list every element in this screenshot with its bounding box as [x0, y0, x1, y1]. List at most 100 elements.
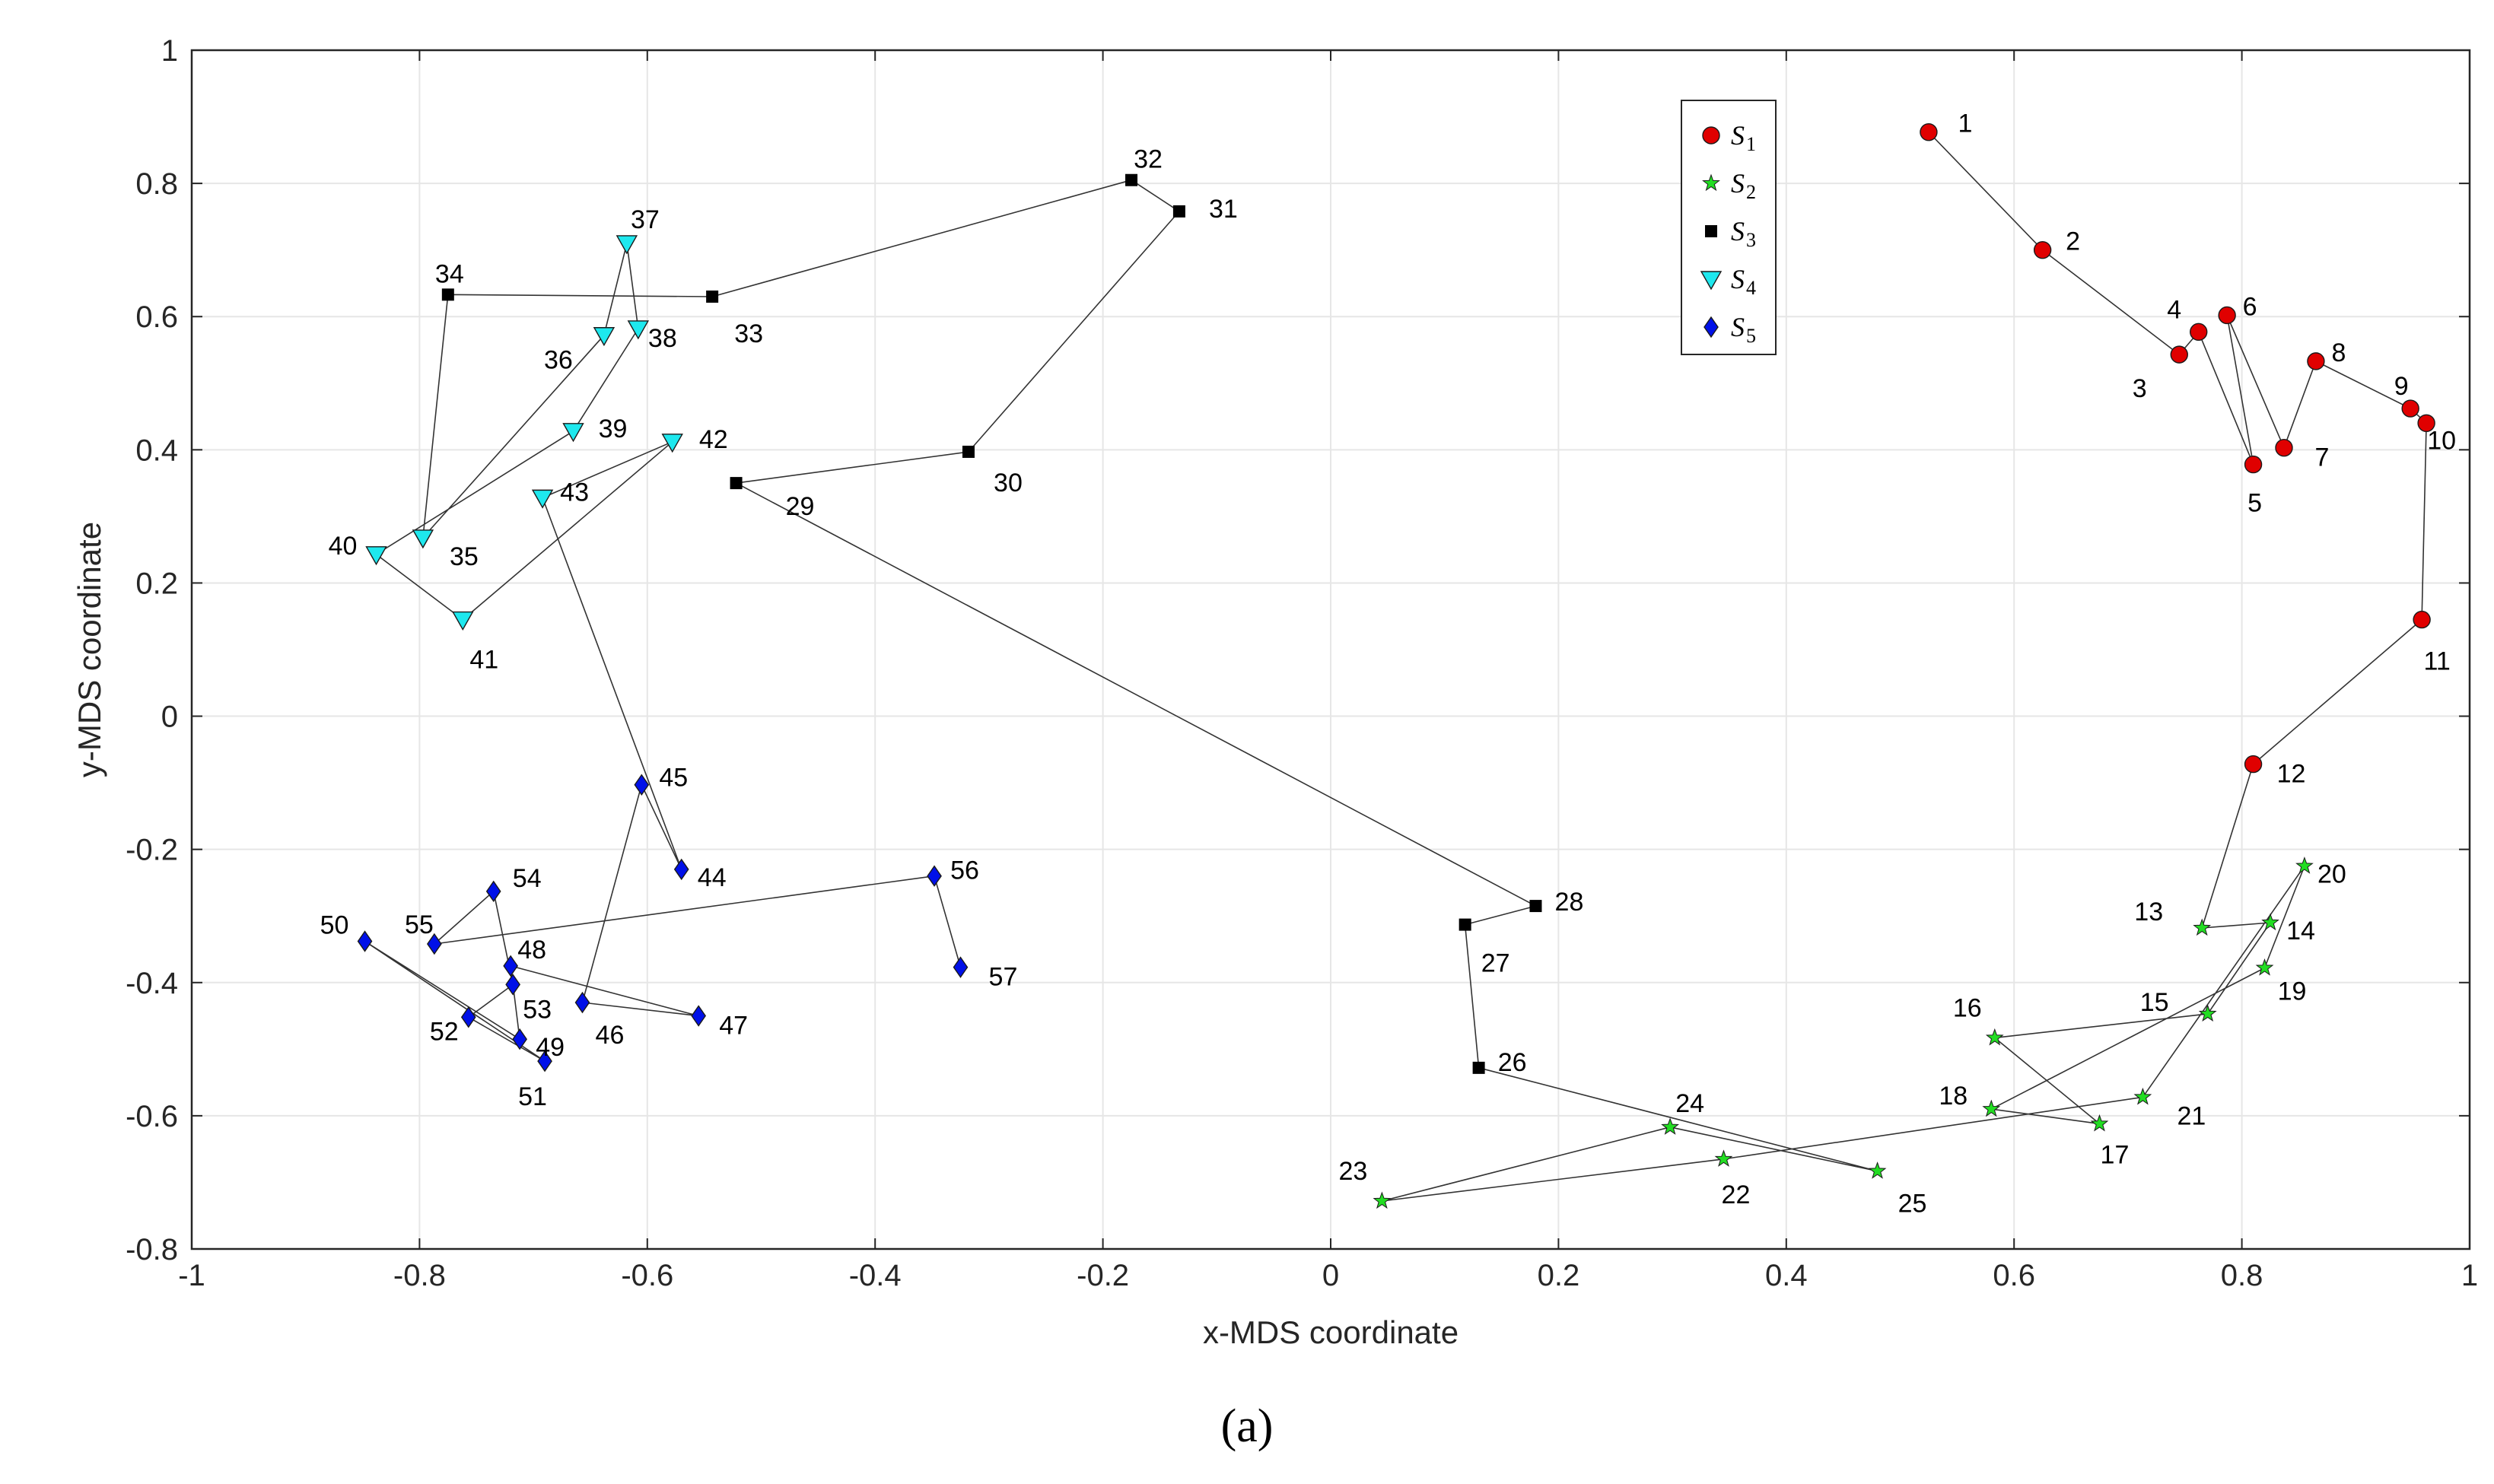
- y-tick-label: -0.6: [126, 1100, 178, 1133]
- point-39-marker: [562, 423, 584, 443]
- point-label-49: 49: [536, 1033, 565, 1062]
- y-tick-label: -0.4: [126, 967, 178, 1000]
- y-tick-label: 1: [161, 34, 178, 68]
- point-44-marker: [673, 858, 689, 881]
- point-label-2: 2: [2066, 227, 2080, 256]
- point-label-6: 6: [2243, 292, 2257, 321]
- point-label-40: 40: [329, 532, 358, 561]
- x-tick-label: -0.8: [393, 1259, 446, 1292]
- x-axis-label: x-MDS coordinate: [1203, 1314, 1459, 1350]
- point-7-marker: [2275, 439, 2293, 457]
- point-label-24: 24: [1675, 1089, 1704, 1118]
- point-36-marker: [593, 327, 616, 347]
- y-tick-label: -0.8: [126, 1233, 178, 1266]
- point-30-marker: [962, 445, 975, 458]
- point-23-marker: [1373, 1191, 1392, 1209]
- y-tick-label: 0.6: [135, 300, 178, 334]
- point-51-marker: [537, 1050, 552, 1072]
- point-label-4: 4: [2167, 295, 2181, 324]
- point-label-27: 27: [1481, 949, 1510, 978]
- point-21-marker: [2133, 1087, 2152, 1105]
- point-37-marker: [616, 235, 638, 255]
- point-labels: 1234567891011121314151617181920212223242…: [320, 110, 2456, 1219]
- y-tick-label: 0.2: [135, 567, 178, 600]
- point-11-marker: [2413, 610, 2431, 629]
- legend-marker-3: [1705, 225, 1717, 237]
- point-19-marker: [2255, 958, 2274, 976]
- point-20-marker: [2295, 856, 2314, 874]
- point-57-marker: [953, 956, 969, 978]
- legend-marker-4: [1700, 271, 1723, 291]
- point-40-marker: [365, 546, 387, 566]
- point-42-marker: [661, 434, 683, 453]
- point-label-21: 21: [2177, 1101, 2206, 1130]
- point-49-marker: [512, 1028, 527, 1050]
- point-label-28: 28: [1555, 888, 1584, 917]
- point-label-14: 14: [2286, 917, 2315, 945]
- point-label-8: 8: [2331, 338, 2346, 367]
- x-tick-label: -0.6: [621, 1259, 673, 1292]
- point-label-31: 31: [1209, 195, 1238, 224]
- point-label-55: 55: [405, 910, 434, 939]
- point-label-47: 47: [719, 1012, 748, 1041]
- point-47-marker: [691, 1005, 707, 1027]
- point-label-45: 45: [659, 764, 688, 793]
- point-label-22: 22: [1722, 1181, 1751, 1209]
- point-label-38: 38: [648, 324, 677, 353]
- point-label-17: 17: [2101, 1140, 2130, 1169]
- point-label-30: 30: [994, 469, 1023, 497]
- y-tick-label: 0.8: [135, 167, 178, 201]
- point-56-marker: [927, 865, 942, 887]
- legend-marker-5: [1703, 316, 1719, 338]
- point-46-marker: [574, 991, 590, 1014]
- point-29-marker: [730, 477, 743, 490]
- point-28-marker: [1529, 900, 1542, 913]
- y-tick-label: -0.2: [126, 834, 178, 867]
- point-label-9: 9: [2394, 372, 2409, 401]
- point-14-marker: [2261, 913, 2279, 931]
- figure-caption: (a): [1220, 1400, 1274, 1452]
- point-label-48: 48: [517, 936, 546, 964]
- point-label-34: 34: [435, 259, 464, 288]
- point-32-marker: [1125, 173, 1138, 186]
- point-13-marker: [2193, 918, 2212, 936]
- point-35-marker: [412, 529, 434, 549]
- x-tick-label: -1: [178, 1259, 205, 1292]
- point-16-marker: [1985, 1028, 2004, 1046]
- x-tick-label: 0.2: [1538, 1259, 1580, 1292]
- point-label-51: 51: [518, 1082, 547, 1111]
- legend-marker-2: [1702, 173, 1720, 192]
- point-5-marker: [2244, 455, 2263, 474]
- point-3-marker: [2170, 345, 2188, 364]
- point-15-marker: [2198, 1004, 2217, 1022]
- point-38-marker: [627, 320, 650, 340]
- point-10-marker: [2417, 414, 2435, 433]
- point-2-marker: [2033, 240, 2052, 259]
- point-label-44: 44: [698, 863, 727, 892]
- point-label-26: 26: [1498, 1048, 1527, 1077]
- point-27-marker: [1459, 918, 1471, 931]
- point-12-marker: [2244, 755, 2263, 774]
- x-tick-label: 0: [1322, 1259, 1339, 1292]
- point-1-marker: [1920, 122, 1938, 141]
- point-54-marker: [485, 880, 501, 903]
- point-41-marker: [452, 611, 474, 631]
- point-label-18: 18: [1939, 1082, 1968, 1111]
- point-48-marker: [503, 955, 519, 977]
- point-43-marker: [531, 489, 554, 509]
- point-label-11: 11: [2423, 647, 2450, 676]
- point-55-marker: [427, 933, 442, 955]
- point-label-1: 1: [1958, 110, 1972, 138]
- point-53-marker: [505, 974, 521, 996]
- point-label-5: 5: [2247, 489, 2262, 518]
- point-label-16: 16: [1953, 993, 1982, 1022]
- point-label-50: 50: [320, 910, 349, 939]
- point-label-54: 54: [513, 864, 542, 893]
- x-tick-label: 0.6: [1993, 1259, 2035, 1292]
- legend-box: [1681, 100, 1777, 355]
- point-label-12: 12: [2277, 760, 2306, 789]
- point-label-42: 42: [699, 425, 728, 454]
- point-label-10: 10: [2427, 426, 2456, 455]
- point-label-43: 43: [560, 478, 589, 507]
